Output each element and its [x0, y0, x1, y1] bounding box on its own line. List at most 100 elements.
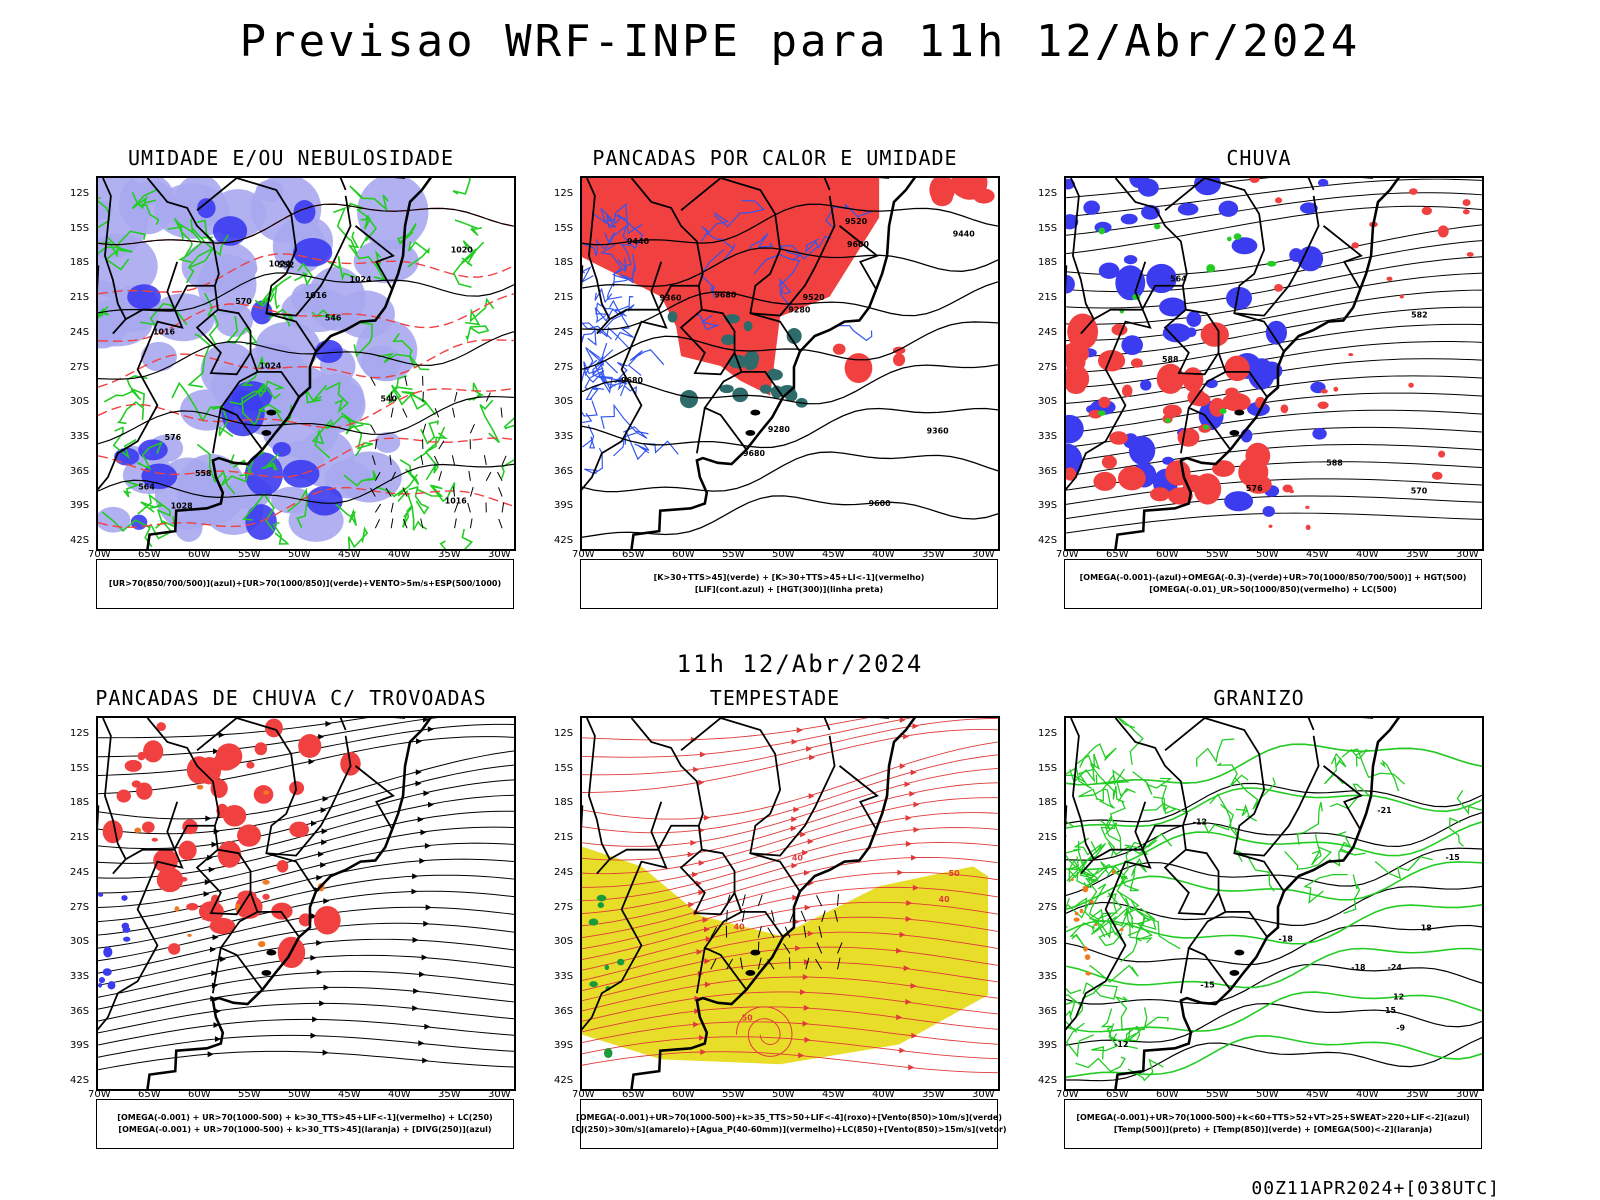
temp-850-contour — [1111, 1016, 1169, 1041]
temp-850-contour — [1113, 995, 1134, 1031]
wind-vector — [726, 958, 734, 970]
streamline-arrow — [899, 931, 906, 938]
humidity-low-level-contour — [392, 333, 416, 369]
streamline — [98, 750, 514, 820]
contour-label: 9360 — [927, 427, 950, 436]
heat-humidity-fill — [742, 352, 759, 371]
streamline-arrow — [310, 1032, 317, 1039]
pressure-contour — [98, 331, 514, 380]
streamline-arrow — [419, 971, 425, 978]
geopotential-height-contour — [582, 247, 998, 289]
contour-label: 9600 — [847, 240, 870, 249]
temp-850-contour — [1456, 789, 1482, 816]
humidity-low-level-contour — [311, 418, 333, 459]
streamline-arrow — [416, 738, 423, 745]
contour-label: -15 — [1200, 980, 1214, 989]
streamline — [98, 890, 514, 949]
border-line — [1164, 178, 1320, 317]
rain-omega-fill — [1186, 311, 1202, 327]
strong-omega-fill — [1085, 971, 1092, 976]
border-line — [98, 801, 184, 1031]
rain-omega-fill — [1066, 275, 1075, 294]
latitude-tick-label: 36S — [554, 1005, 574, 1017]
legend-box: [K>30+TTS>45](verde) + [K>30+TTS>45+LI<-… — [580, 559, 998, 609]
humidity-mid-level-fill — [245, 504, 277, 540]
streamline-arrow — [418, 1040, 425, 1047]
streamline-arrow — [905, 998, 912, 1005]
streamline-arrow — [415, 769, 422, 776]
temp-850-contour — [1074, 897, 1106, 938]
temp-850-contour — [1100, 800, 1126, 831]
legend-text: [OMEGA(-0.001)-(azul)+OMEGA(-0.3)-(verde… — [1079, 573, 1467, 582]
streamline-arrow — [802, 1020, 809, 1027]
streamline — [98, 1050, 514, 1071]
temp-850-contour — [1201, 803, 1234, 834]
longitude-tick-label: 30W — [1456, 1089, 1479, 1100]
border-line — [1307, 718, 1374, 731]
temp-850-contour — [1066, 1000, 1078, 1033]
rain-omega-fill — [1123, 254, 1138, 265]
temp-850-contour — [1066, 1022, 1094, 1058]
thunderstorm-weak-fill — [174, 906, 180, 912]
geopotential-height-contour — [582, 203, 998, 246]
strong-wind-fill — [589, 981, 598, 988]
streamline — [98, 874, 514, 936]
wind-vector — [800, 910, 807, 922]
wind-vector — [818, 925, 823, 938]
streamline-arrow — [321, 828, 328, 835]
latitude-tick-label: 12S — [1038, 728, 1058, 739]
latitude-tick-label: 39S — [554, 1040, 574, 1052]
humidity-low-level-contour — [452, 240, 476, 288]
thunderstorm-fill — [178, 840, 197, 861]
border-line — [257, 911, 300, 938]
wind-vector — [710, 926, 717, 938]
wind-vector — [483, 455, 487, 465]
rain-humidity-fill — [1333, 386, 1339, 392]
low-level-streamline — [582, 718, 913, 758]
low-level-streamline — [582, 871, 998, 938]
pressure-contour — [98, 395, 514, 445]
streamline-arrow — [421, 954, 428, 961]
thunderstorm-fill — [116, 789, 131, 803]
longitude-tick-label: 60W — [188, 1089, 211, 1100]
streamline-arrow — [413, 988, 420, 995]
thunderstorm-weak-fill — [262, 879, 270, 885]
strong-omega-fill — [1083, 946, 1088, 952]
temp-850-contour — [1066, 861, 1482, 911]
streamline-arrow — [415, 780, 422, 787]
geopotential-height-contour — [582, 364, 998, 405]
humidity-mid-level-fill — [251, 300, 273, 325]
rain-humidity-fill — [1351, 242, 1359, 249]
streamline-arrow — [319, 1000, 326, 1007]
streamline — [98, 718, 368, 739]
humidity-low-level-contour — [187, 333, 211, 388]
longitude-tick-label: 55W — [1206, 1089, 1229, 1100]
streamline-arrow — [212, 934, 219, 941]
strong-omega-fill — [1094, 923, 1098, 927]
rain-humidity-fill — [1101, 455, 1117, 469]
coastline-east — [1114, 178, 1401, 549]
streamline-arrow — [208, 866, 215, 873]
longitude-tick-label: 40W — [872, 1089, 895, 1100]
low-level-streamline — [582, 931, 998, 981]
geopotential-height-line — [1066, 205, 1482, 255]
streamline-arrow — [310, 820, 317, 827]
humidity-low-level-contour — [347, 231, 382, 272]
longitude-tick-label: 50W — [1256, 549, 1279, 560]
rain-humidity-fill — [1182, 367, 1204, 392]
legend-text: [OMEGA(-0.001)+UR>70(1000-500)+k>35_TTS>… — [576, 1113, 1002, 1122]
thunderstorm-fill — [168, 943, 181, 955]
humidity-low-level-contour — [241, 390, 276, 427]
thunderstorm-fill — [143, 740, 164, 763]
heat-humidity-fill — [759, 384, 772, 394]
instability-fill — [836, 178, 858, 194]
heat-humidity-fill — [719, 384, 734, 394]
longitude-tick-label: 50W — [772, 549, 795, 560]
rain-omega-fill — [1231, 237, 1258, 255]
humidity-low-level-contour — [257, 380, 286, 398]
humidity-low-level-contour — [439, 528, 474, 549]
lifted-index-contour — [613, 213, 644, 250]
latitude-tick-label: 30S — [554, 396, 574, 408]
streamline — [98, 1034, 514, 1058]
rain-humidity-fill — [1121, 384, 1133, 398]
